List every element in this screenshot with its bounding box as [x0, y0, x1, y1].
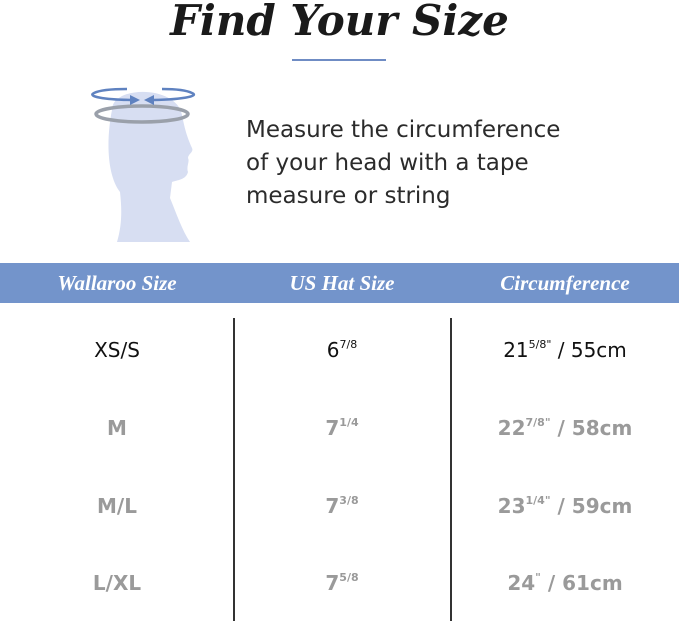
circumference-cell: 227/8" / 58cm	[455, 416, 675, 440]
size-cell: L/XL	[92, 571, 142, 595]
instruction-line: of your head with a tape	[246, 150, 529, 176]
circ-cm: / 58cm	[550, 416, 633, 440]
hat-size-cell: 73/8	[232, 494, 452, 518]
circ-fraction: 1/4"	[525, 494, 551, 507]
circ-fraction: 5/8"	[528, 338, 552, 351]
circumference-cell: 24" / 61cm	[455, 571, 675, 595]
hat-size-cell: 71/4	[232, 416, 452, 440]
circ-whole: 22	[497, 416, 526, 440]
circumference-cell: 231/4" / 59cm	[455, 494, 675, 518]
circ-cm: / 61cm	[540, 571, 623, 595]
header-wallaroo-size: Wallaroo Size	[57, 271, 177, 295]
header-circumference: Circumference	[500, 271, 630, 295]
column-divider	[450, 318, 452, 621]
circ-fraction: 7/8"	[525, 416, 551, 429]
hat-whole: 7	[325, 571, 340, 595]
circ-whole: 23	[497, 494, 526, 518]
size-cell: M	[107, 416, 127, 440]
column-divider	[233, 318, 235, 621]
circ-whole: 21	[503, 338, 529, 362]
hat-size-cell: 75/8	[232, 571, 452, 595]
header-us-hat-size: US Hat Size	[289, 271, 395, 295]
instruction-line: Measure the circumference	[246, 117, 561, 143]
table-header	[0, 263, 679, 303]
hat-size-cell: 67/8	[232, 338, 452, 362]
hat-fraction: 3/8	[339, 494, 359, 507]
circ-cm: / 59cm	[550, 494, 633, 518]
title-underline	[292, 59, 386, 61]
circ-whole: 24	[507, 571, 536, 595]
circ-fraction: "	[535, 571, 541, 584]
hat-fraction: 5/8	[339, 571, 359, 584]
hat-whole: 7	[325, 416, 340, 440]
hat-whole: 6	[326, 338, 340, 362]
hat-fraction: 1/4	[339, 416, 359, 429]
measure-instructions: Measure the circumference of your head w…	[246, 114, 560, 213]
hat-fraction: 7/8	[339, 338, 358, 351]
circ-cm: / 55cm	[551, 338, 627, 362]
instruction-line: measure or string	[246, 183, 451, 209]
size-cell: XS/S	[94, 338, 140, 362]
page-title: Find Your Size	[170, 0, 509, 45]
head-measurement-icon	[91, 87, 196, 242]
size-cell: M/L	[97, 494, 137, 518]
hat-whole: 7	[325, 494, 340, 518]
circumference-cell: 215/8" / 55cm	[455, 338, 675, 362]
